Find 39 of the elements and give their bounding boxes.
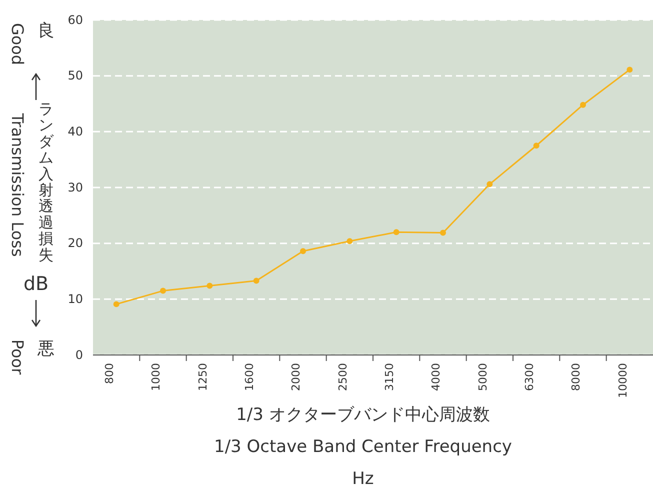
point xyxy=(300,248,306,254)
point xyxy=(206,282,213,289)
x-tick-label: 3150 xyxy=(383,363,396,391)
point xyxy=(253,278,260,284)
point xyxy=(393,229,400,236)
point xyxy=(346,238,353,244)
y-tick-label: 30 xyxy=(68,180,83,194)
y-tick-label: 20 xyxy=(68,236,83,250)
point xyxy=(113,301,120,308)
text: 良 xyxy=(38,21,54,41)
y-tick-label: 10 xyxy=(68,292,83,306)
x-tick-label: 4000 xyxy=(430,363,443,391)
point xyxy=(486,181,493,188)
text: dB xyxy=(23,273,49,295)
x-tick-label: 2000 xyxy=(290,363,303,391)
x-tick-label: 8000 xyxy=(570,363,583,391)
y-tick-label: 40 xyxy=(68,124,83,139)
text: ランダム入射透過損失 xyxy=(38,100,54,264)
x-tick-label: 1600 xyxy=(243,363,256,391)
x-tick-label: 1000 xyxy=(150,363,163,391)
x-tick-label: 2500 xyxy=(336,363,350,391)
point xyxy=(533,142,540,149)
x-tick-label: 10000 xyxy=(616,363,630,398)
x-tick-label: 800 xyxy=(103,363,116,384)
y-tick-label: 50 xyxy=(68,68,83,83)
x-tick-label: 1250 xyxy=(196,363,210,391)
text: Poor xyxy=(8,339,27,376)
point xyxy=(626,66,633,73)
text: Good xyxy=(8,22,27,66)
point xyxy=(440,230,446,236)
y-axis-title: Transmission Loss xyxy=(8,112,27,257)
x-axis-title: 1/3 オクターブバンド中心周波数 1/3 Octave Band Center Frequency Hz xyxy=(214,405,512,489)
y-tick-label: 0 xyxy=(75,348,83,362)
point xyxy=(160,288,166,294)
text: 悪 xyxy=(36,339,54,359)
x-tick-label: 6300 xyxy=(523,363,536,391)
point xyxy=(580,102,586,108)
y-tick-label: 60 xyxy=(68,12,83,27)
x-tick-label: 5000 xyxy=(476,363,490,391)
